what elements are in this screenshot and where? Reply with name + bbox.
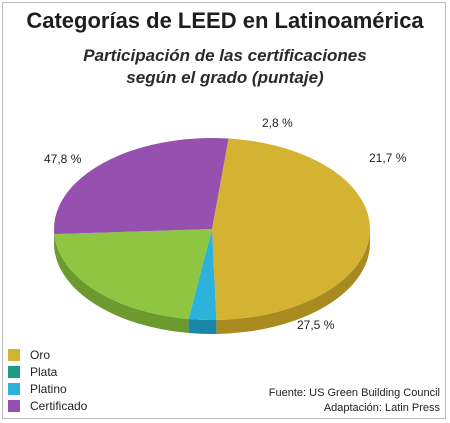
legend-swatch-plata: [8, 365, 20, 378]
pie-labels: 47,8 % 2,8 % 21,7 % 27,5 %: [44, 116, 407, 332]
pie-side-platino: [188, 318, 217, 334]
chart-title: Categorías de LEED en Latinoamérica: [26, 8, 424, 33]
legend-item-platino: Platino: [8, 380, 87, 397]
chart-subtitle: Participación de las certificaciones seg…: [0, 45, 450, 89]
legend-item-plata: Plata: [8, 363, 87, 380]
legend-swatch-platino: [8, 382, 20, 395]
legend-label-oro: Oro: [30, 347, 51, 362]
adaptation-line: Adaptación: Latin Press: [323, 402, 440, 414]
chart-subtitle-line-1: Participación de las certificaciones: [83, 46, 367, 65]
pie-slice-oro: [212, 138, 371, 320]
pie-label-certificado: 27,5 %: [297, 318, 335, 332]
pie-slice-platino: [188, 229, 217, 320]
pie-label-oro: 47,8 %: [44, 152, 82, 166]
pie-sides: [54, 229, 370, 334]
legend-label-certificado: Certificado: [30, 398, 88, 413]
legend-label-platino: Platino: [30, 381, 67, 396]
pie-label-platino: 2,8 %: [262, 116, 293, 130]
legend: Oro Plata Platino Certificado: [8, 346, 87, 414]
pie-slice-certificado: [53, 137, 229, 235]
legend-item-oro: Oro: [8, 346, 87, 363]
pie-slice-plata: [54, 229, 213, 319]
legend-label-plata: Plata: [30, 364, 58, 379]
source-line: Fuente: US Green Building Council: [268, 387, 440, 399]
legend-item-certificado: Certificado: [8, 397, 87, 414]
legend-swatch-oro: [8, 348, 20, 361]
pie-side-plata: [54, 234, 189, 333]
pie-label-plata: 21,7 %: [369, 151, 407, 165]
chart-frame: [2, 2, 446, 419]
pie-side-oro: [216, 229, 370, 334]
chart-subtitle-line-2: según el grado (puntaje): [126, 68, 324, 87]
pie-slices: [53, 137, 371, 320]
source-note: Fuente: US Green Building Council Adapta…: [269, 386, 440, 416]
legend-swatch-certificado: [8, 399, 20, 412]
